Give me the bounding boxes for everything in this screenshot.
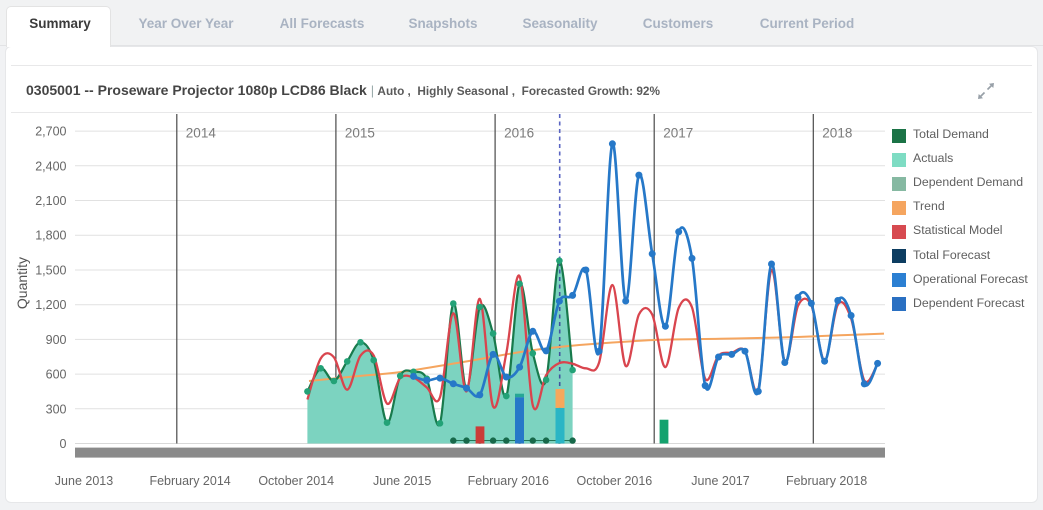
svg-text:2017: 2017 [663, 126, 693, 141]
svg-text:2,100: 2,100 [35, 194, 66, 208]
svg-text:300: 300 [46, 402, 67, 416]
svg-text:June 2017: June 2017 [691, 474, 749, 488]
svg-text:1,200: 1,200 [35, 298, 66, 312]
svg-text:600: 600 [46, 368, 67, 382]
svg-text:1,800: 1,800 [35, 229, 66, 243]
svg-text:0: 0 [60, 437, 67, 451]
svg-text:February 2016: February 2016 [468, 474, 549, 488]
svg-text:2,700: 2,700 [35, 125, 66, 139]
svg-text:2,400: 2,400 [35, 159, 66, 173]
svg-text:2014: 2014 [186, 126, 217, 141]
svg-text:Quantity: Quantity [14, 257, 30, 309]
svg-text:June 2013: June 2013 [55, 474, 113, 488]
svg-text:2018: 2018 [822, 126, 852, 141]
svg-text:900: 900 [46, 333, 67, 347]
svg-text:June 2015: June 2015 [373, 474, 431, 488]
svg-text:1,500: 1,500 [35, 264, 66, 278]
svg-text:2015: 2015 [345, 126, 375, 141]
svg-text:October 2014: October 2014 [258, 474, 334, 488]
svg-text:February 2018: February 2018 [786, 474, 867, 488]
svg-text:October 2016: October 2016 [577, 474, 653, 488]
svg-text:February 2014: February 2014 [149, 474, 230, 488]
svg-text:2016: 2016 [504, 126, 534, 141]
